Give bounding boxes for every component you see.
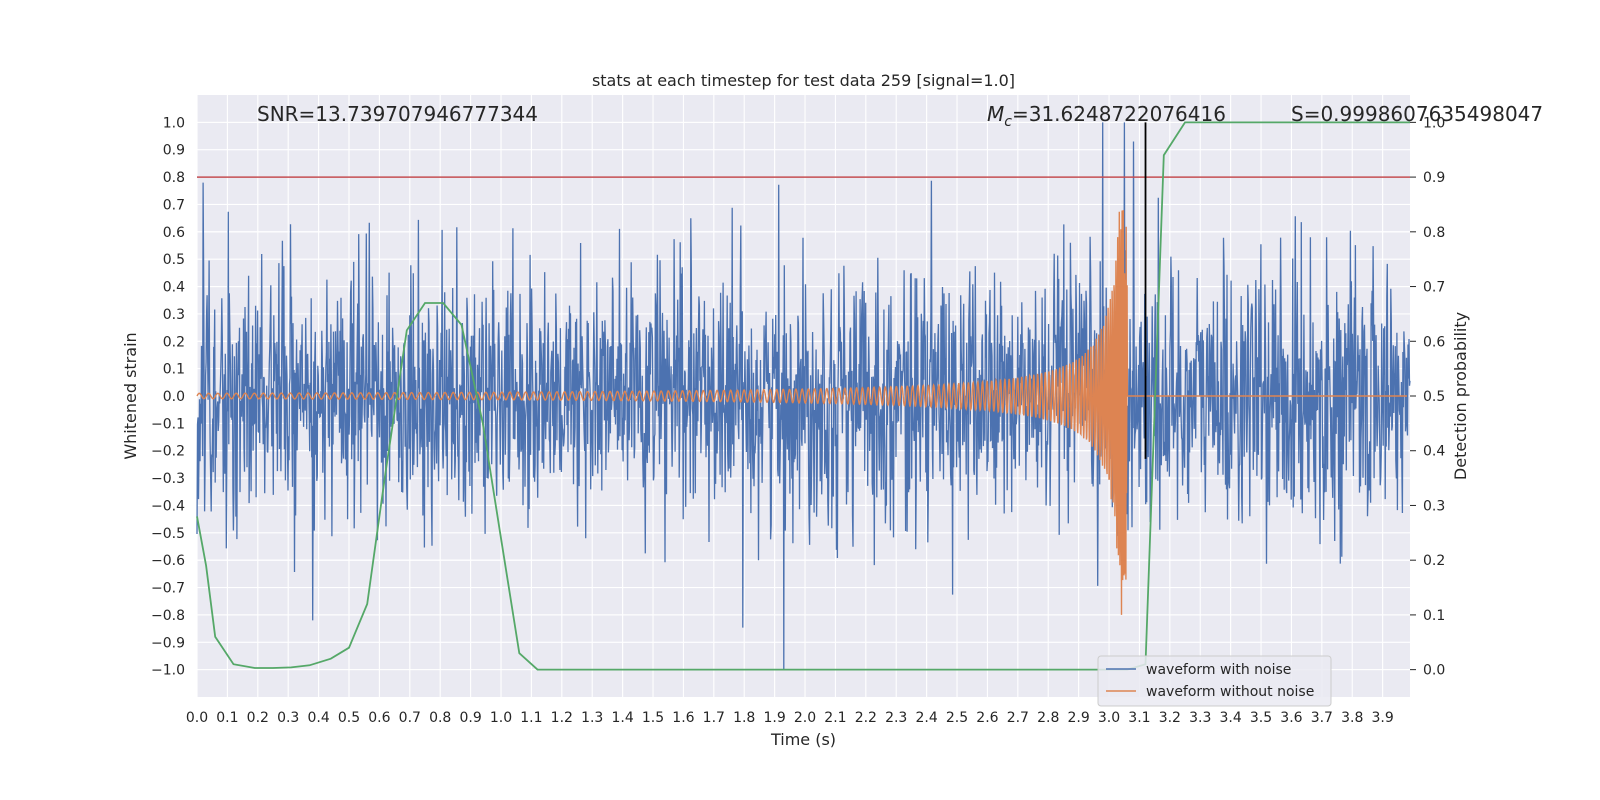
y-tick-label: −0.3 bbox=[151, 471, 185, 487]
series-waveform-with-noise bbox=[196, 122, 1411, 670]
y2-tick-label: 1.0 bbox=[1423, 115, 1445, 131]
x-tick-label: 0.5 bbox=[338, 710, 360, 726]
y-tick-label: −0.2 bbox=[151, 444, 185, 460]
y-tick-label: 0.7 bbox=[163, 197, 185, 213]
x-tick-label: 0.1 bbox=[216, 710, 238, 726]
x-tick-label: 3.8 bbox=[1341, 710, 1363, 726]
x-tick-label: 2.6 bbox=[976, 710, 998, 726]
y2-tick-label: 0.5 bbox=[1423, 389, 1445, 405]
y-tick-label: −0.1 bbox=[151, 416, 185, 432]
x-tick-label: 3.6 bbox=[1280, 710, 1302, 726]
x-tick-label: 0.3 bbox=[277, 710, 299, 726]
x-tick-label: 3.9 bbox=[1372, 710, 1394, 726]
x-tick-label: 1.0 bbox=[490, 710, 512, 726]
chirp-mass-annotation: Mc=31.6248722076416 bbox=[987, 102, 1226, 130]
x-tick-label: 2.2 bbox=[855, 710, 877, 726]
chart-title: stats at each timestep for test data 259… bbox=[592, 71, 1015, 90]
x-tick-label: 1.8 bbox=[733, 710, 755, 726]
y-tick-label: −0.9 bbox=[151, 635, 185, 651]
y-tick-label: 0.1 bbox=[163, 362, 185, 378]
x-tick-label: 2.0 bbox=[794, 710, 816, 726]
y2-tick-label: 0.1 bbox=[1423, 608, 1445, 624]
x-axis-label: Time (s) bbox=[770, 730, 836, 749]
score-annotation: S=0.9998607635498047 bbox=[1291, 102, 1543, 126]
y-tick-label: −0.4 bbox=[151, 498, 185, 514]
x-tick-label: 2.5 bbox=[946, 710, 968, 726]
snr-annotation: SNR=13.739707946777344 bbox=[257, 102, 538, 126]
x-tick-label: 1.1 bbox=[520, 710, 542, 726]
y-tick-label: −0.7 bbox=[151, 581, 185, 597]
y-tick-label: 0.2 bbox=[163, 334, 185, 350]
x-tick-label: 2.9 bbox=[1067, 710, 1089, 726]
y-tick-label: −0.6 bbox=[151, 553, 185, 569]
x-tick-label: 0.7 bbox=[399, 710, 421, 726]
legend-label-noise: waveform with noise bbox=[1146, 662, 1291, 678]
series-waveform-without-noise bbox=[196, 210, 1407, 615]
x-tick-label: 0.9 bbox=[459, 710, 481, 726]
x-tick-label: 3.1 bbox=[1128, 710, 1150, 726]
x-tick-label: 1.3 bbox=[581, 710, 603, 726]
y2-tick-label: 0.8 bbox=[1423, 225, 1445, 241]
x-tick-label: 0.2 bbox=[247, 710, 269, 726]
x-tick-label: 1.6 bbox=[672, 710, 694, 726]
tick-labels: 0.0 0.1 0.2 0.3 0.4 0.5 0.6 0.7 0.8 0.9 1.0 1.1 1.2 1… bbox=[151, 115, 1445, 726]
chirp-mass-symbol: M bbox=[987, 102, 1004, 126]
y-tick-label: 1.0 bbox=[163, 115, 185, 131]
y-tick-label: 0.8 bbox=[163, 170, 185, 186]
y-tick-label: −0.8 bbox=[151, 608, 185, 624]
x-tick-label: 0.6 bbox=[368, 710, 390, 726]
y-tick-label: 0.0 bbox=[163, 389, 185, 405]
x-tick-label: 3.2 bbox=[1159, 710, 1181, 726]
x-tick-label: 2.7 bbox=[1007, 710, 1029, 726]
y-tick-label: −1.0 bbox=[151, 663, 185, 679]
y-tick-label: 0.3 bbox=[163, 307, 185, 323]
y2-tick-label: 0.4 bbox=[1423, 444, 1445, 460]
x-tick-label: 3.4 bbox=[1220, 710, 1242, 726]
y-tick-label: 0.5 bbox=[163, 252, 185, 268]
y2-tick-label: 0.6 bbox=[1423, 334, 1445, 350]
x-tick-label: 2.8 bbox=[1037, 710, 1059, 726]
x-tick-label: 3.3 bbox=[1189, 710, 1211, 726]
x-tick-label: 0.8 bbox=[429, 710, 451, 726]
y2-tick-label: 0.7 bbox=[1423, 280, 1445, 296]
y-axis-label: Whitened strain bbox=[121, 332, 140, 459]
legend-label-clean: waveform without noise bbox=[1146, 684, 1314, 700]
y-tick-label: 0.6 bbox=[163, 225, 185, 241]
y2-tick-label: 0.2 bbox=[1423, 553, 1445, 569]
x-tick-label: 1.9 bbox=[763, 710, 785, 726]
x-tick-label: 1.7 bbox=[703, 710, 725, 726]
y-tick-label: 0.9 bbox=[163, 143, 185, 159]
x-tick-label: 1.5 bbox=[642, 710, 664, 726]
x-tick-label: 2.3 bbox=[885, 710, 907, 726]
x-tick-label: 3.7 bbox=[1311, 710, 1333, 726]
x-tick-label: 0.0 bbox=[186, 710, 208, 726]
chirp-mass-subscript: c bbox=[1004, 114, 1012, 130]
chirp-mass-value: =31.6248722076416 bbox=[1012, 102, 1226, 126]
x-tick-label: 1.4 bbox=[611, 710, 633, 726]
legend: waveform with noise waveform without noi… bbox=[1097, 655, 1332, 707]
y2-tick-label: 0.0 bbox=[1423, 663, 1445, 679]
x-tick-label: 3.5 bbox=[1250, 710, 1272, 726]
x-tick-label: 2.4 bbox=[915, 710, 937, 726]
x-tick-label: 3.0 bbox=[1098, 710, 1120, 726]
y-tick-label: 0.4 bbox=[163, 280, 185, 296]
legend-box bbox=[1097, 655, 1332, 707]
x-tick-label: 0.4 bbox=[307, 710, 329, 726]
x-tick-label: 2.1 bbox=[824, 710, 846, 726]
y2-tick-label: 0.3 bbox=[1423, 498, 1445, 514]
x-tick-label: 1.2 bbox=[551, 710, 573, 726]
y2-tick-label: 0.9 bbox=[1423, 170, 1445, 186]
y-tick-label: −0.5 bbox=[151, 526, 185, 542]
y2-axis-label: Detection probability bbox=[1451, 312, 1470, 480]
